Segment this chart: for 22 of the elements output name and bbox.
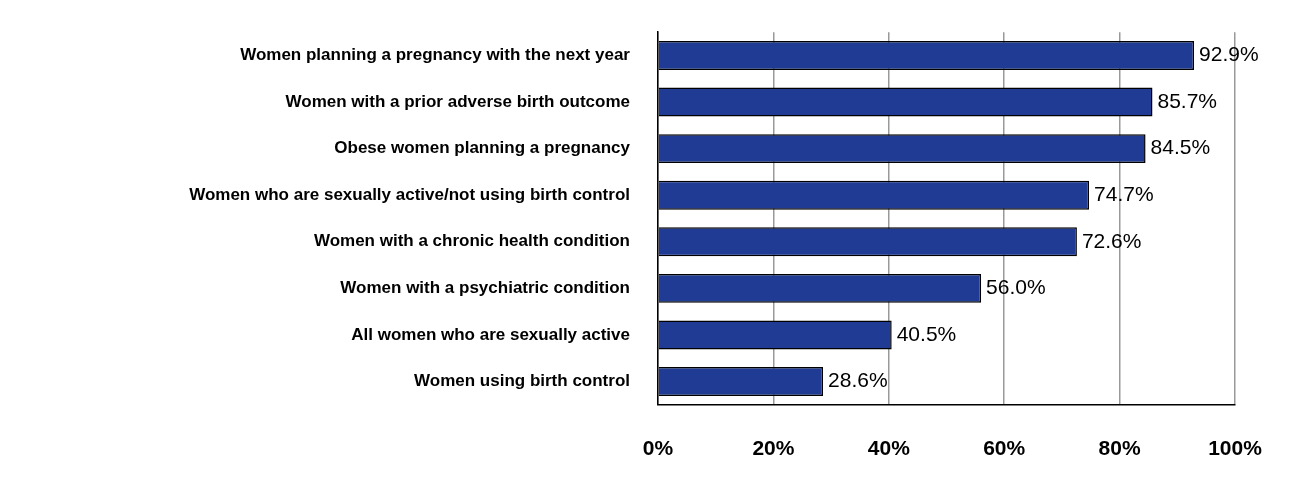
data-label: 56.0%	[986, 275, 1046, 299]
data-label: 92.9%	[1199, 42, 1259, 66]
data-label: 85.7%	[1157, 88, 1218, 112]
y-tick-label: Women with a chronic health condition	[313, 231, 630, 251]
data-label: 28.6%	[828, 368, 888, 392]
x-tick-label: 0%	[642, 436, 674, 460]
data-label: 40.5%	[896, 321, 957, 345]
data-label: 84.5%	[1150, 135, 1211, 159]
y-tick-label: Women who are sexually active/not using birth control	[189, 184, 630, 204]
x-tick-label: 60%	[983, 436, 1026, 460]
x-tick-label: 40%	[867, 436, 911, 460]
x-tick-label: 100%	[1208, 436, 1263, 460]
x-tick-label: 80%	[1098, 436, 1141, 460]
x-tick-label: 20%	[752, 436, 795, 460]
data-label: 74.7%	[1094, 182, 1154, 206]
y-tick-label: Women using birth control	[414, 371, 630, 391]
y-tick-label: Women with a prior adverse birth outcome	[285, 91, 630, 111]
y-tick-label: Women planning a pregnancy with the next year	[240, 45, 631, 65]
data-label: 72.6%	[1081, 228, 1142, 252]
y-tick-label: Women with a psychiatric condition	[340, 278, 630, 298]
y-tick-label: Obese women planning a pregnancy	[334, 138, 631, 158]
y-tick-label: All women who are sexually active	[351, 324, 630, 344]
